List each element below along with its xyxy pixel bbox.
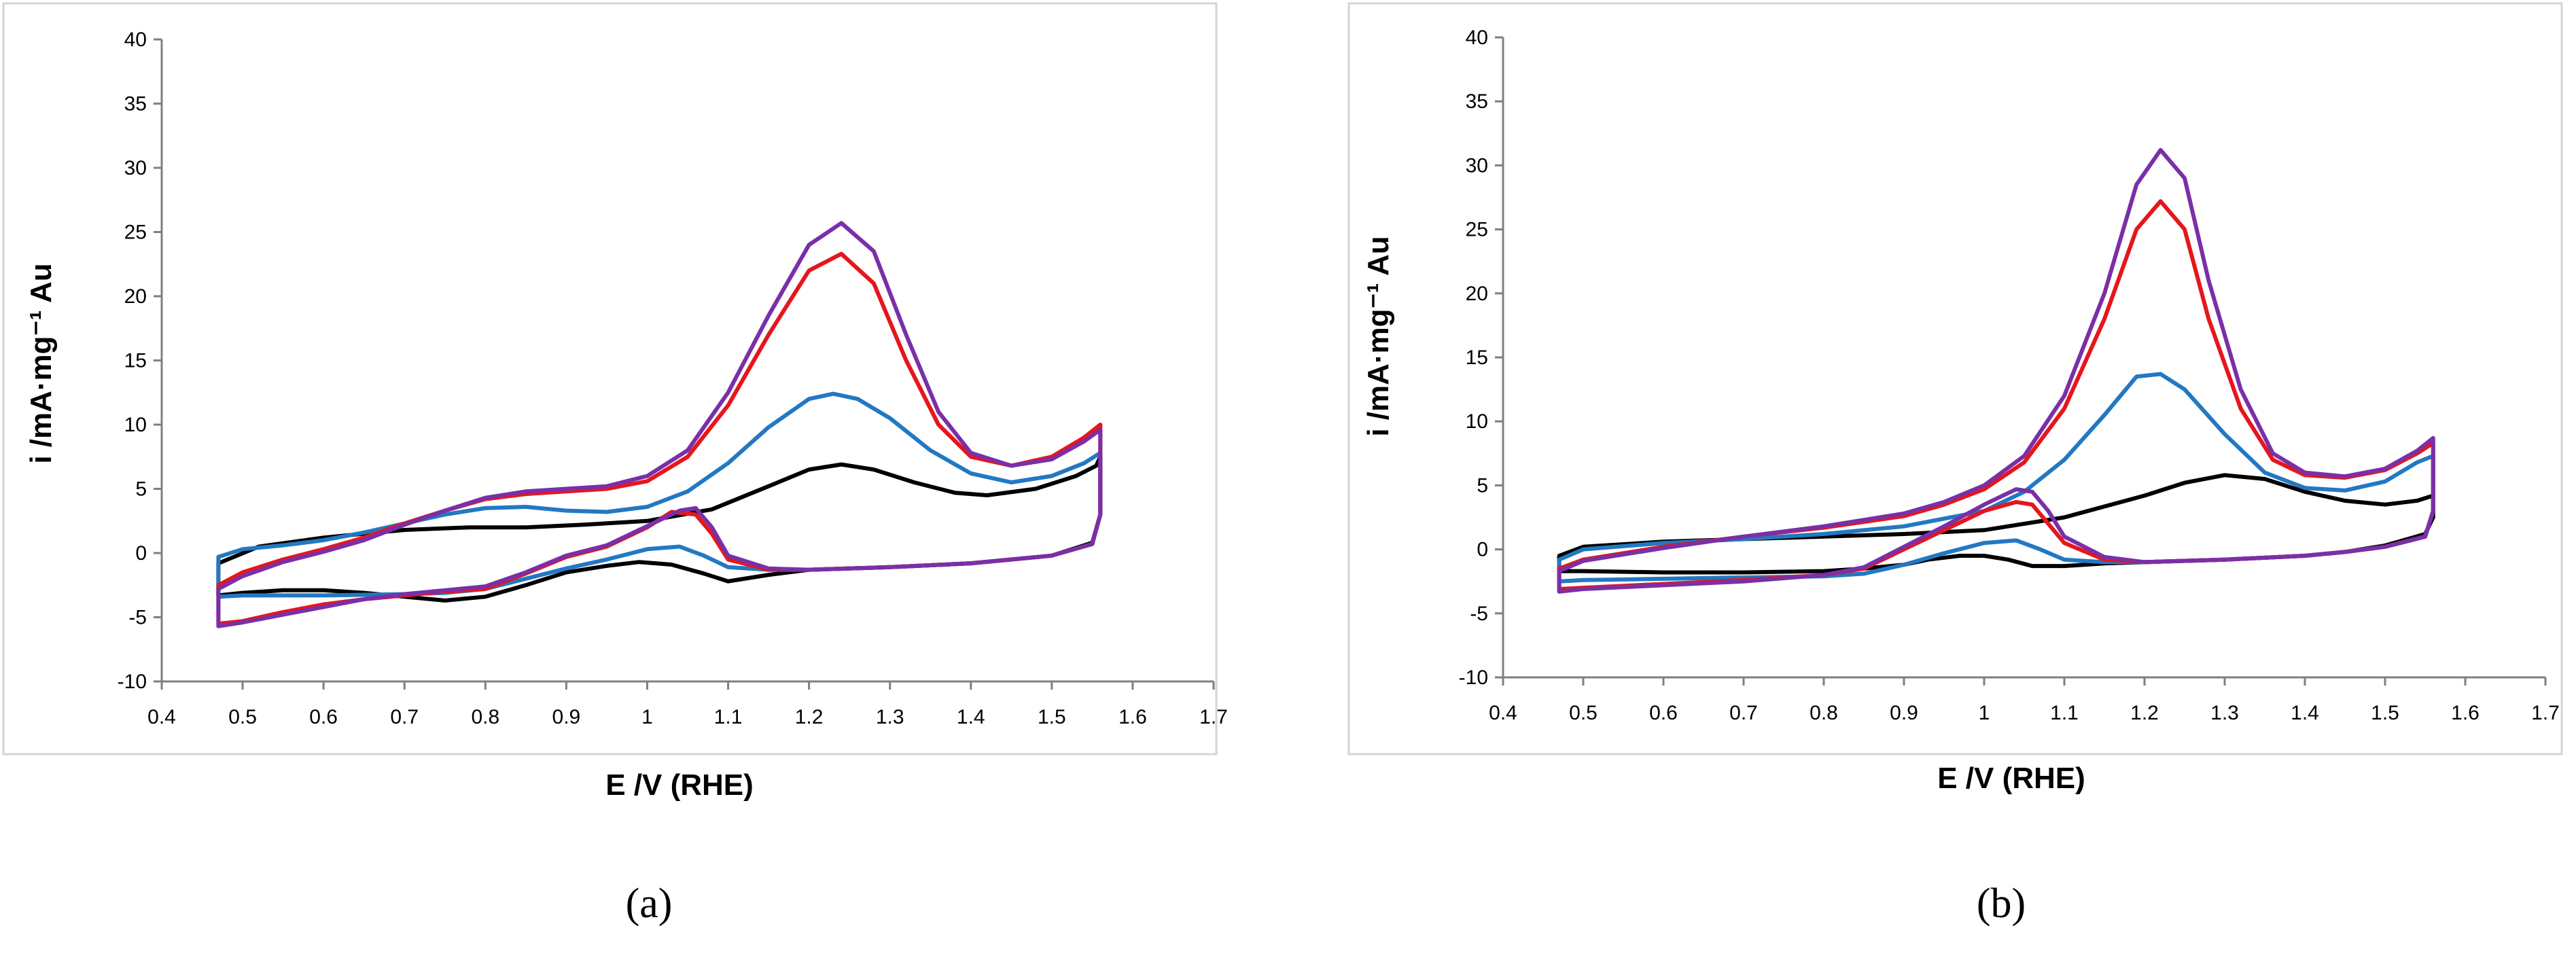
chart-b-x-tick-label: 0.6: [1649, 702, 1678, 724]
chart-a-x-tick-label: 1.1: [714, 706, 743, 728]
chart-a: E /V (RHE) i /mA·mg⁻¹ Au (a) -10 -5 0 5 10 15…: [2, 2, 1228, 927]
chart-a-series-red: [216, 251, 1103, 626]
chart-b-y-tick-label: 40: [1466, 26, 1488, 49]
chart-a-frame: [2, 2, 1218, 755]
chart-a-x-axis-label: E /V (RHE): [605, 768, 754, 802]
chart-a-series-blue: [216, 391, 1103, 599]
chart-b-x-tick-label: 1.1: [2050, 702, 2079, 724]
chart-b-y-tick-label: -5: [1470, 603, 1488, 625]
chart-a-x-tick-label: 0.5: [228, 706, 257, 728]
chart-b-x-axis-label: E /V (RHE): [1937, 762, 2085, 795]
chart-b-curves: [1557, 147, 2435, 594]
chart-b-y-tick-label: 15: [1466, 346, 1488, 369]
chart-a-curves: [216, 221, 1103, 628]
chart-b-x-tick-label: 0.5: [1569, 702, 1598, 724]
chart-a-x-tick-label: 1.3: [876, 706, 904, 728]
chart-b-frame: [1347, 2, 2563, 755]
chart-a-x-tick-label: 1.2: [795, 706, 824, 728]
chart-b-y-tick-label: 0: [1477, 539, 1488, 561]
chart-b-x-tick-label: 0.4: [1489, 702, 1517, 724]
chart-a-y-tick-label: 5: [135, 478, 147, 501]
chart-b-x-tick-label: 0.9: [1890, 702, 1918, 724]
chart-b-y-tick-label: 30: [1466, 154, 1488, 177]
chart-a-x-tick-label: 0.4: [147, 706, 176, 728]
chart-b-axes: -10 -5 0 5 10 15 20 25 30 35 40 0.4 0.5 0.6 0.7 0.8 0.9 1…: [1459, 26, 2560, 724]
chart-a-x-tick-label: 1.6: [1118, 706, 1147, 728]
chart-a-x-tick-label: 0.9: [552, 706, 581, 728]
chart-a-y-tick-label: 35: [124, 93, 147, 115]
chart-b-x-tick-label: 1.7: [2531, 702, 2560, 724]
chart-b-y-tick-label: 25: [1466, 219, 1488, 241]
chart-b: E /V (RHE) i /mA·mg⁻¹ Au (b) -10 -5 0 5 10 15…: [1347, 2, 2563, 927]
chart-a-y-tick-label: 40: [124, 29, 147, 51]
chart-b-x-tick-label: 0.8: [1810, 702, 1838, 724]
chart-b-series-red: [1557, 199, 2435, 591]
chart-a-y-tick-label: 10: [124, 414, 147, 436]
chart-a-x-tick-label: 1: [641, 706, 653, 728]
chart-a-y-tick-label: 20: [124, 285, 147, 308]
chart-a-y-tick-label: 0: [135, 542, 147, 565]
chart-b-x-tick-label: 1: [1979, 702, 1990, 724]
chart-b-series-purple: [1557, 147, 2435, 594]
chart-b-x-tick-label: 1.2: [2130, 702, 2159, 724]
chart-b-y-tick-label: 35: [1466, 90, 1488, 113]
chart-a-x-tick-label: 0.6: [309, 706, 338, 728]
chart-a-panel-label: (a): [626, 881, 673, 927]
chart-a-y-tick-label: 25: [124, 221, 147, 244]
chart-a-x-tick-label: 0.8: [471, 706, 499, 728]
chart-a-x-tick-label: 1.7: [1199, 706, 1228, 728]
chart-b-y-tick-label: 20: [1466, 283, 1488, 305]
chart-a-y-tick-label: -10: [118, 671, 147, 693]
chart-a-y-tick-label: 15: [124, 350, 147, 372]
chart-a-y-tick-label: -5: [128, 607, 147, 629]
chart-a-axes: -10 -5 0 5 10 15 20 25 30 35 40 0.4 0.5 0.6 0.7 0.8 0.9 1…: [118, 29, 1228, 728]
chart-b-y-tick-label: 10: [1466, 410, 1488, 433]
chart-a-x-tick-label: 1.4: [957, 706, 985, 728]
chart-a-x-tick-label: 1.5: [1038, 706, 1066, 728]
chart-b-panel-label: (b): [1977, 881, 2026, 927]
chart-a-x-tick-label: 0.7: [390, 706, 419, 728]
chart-b-y-tick-label: -10: [1459, 666, 1488, 689]
chart-b-x-tick-label: 1.5: [2371, 702, 2399, 724]
chart-b-x-tick-label: 1.3: [2210, 702, 2239, 724]
chart-a-series-black: [216, 455, 1103, 603]
chart-a-y-axis-label: i /mA·mg⁻¹ Au: [24, 263, 58, 463]
chart-b-y-axis-label: i /mA·mg⁻¹ Au: [1362, 236, 1395, 436]
chart-a-y-tick-label: 30: [124, 157, 147, 179]
chart-b-x-tick-label: 1.4: [2291, 702, 2319, 724]
chart-a-series-purple: [216, 221, 1103, 628]
chart-b-y-tick-label: 5: [1477, 474, 1488, 497]
chart-b-x-tick-label: 0.7: [1729, 702, 1758, 724]
chart-b-x-tick-label: 1.6: [2451, 702, 2480, 724]
